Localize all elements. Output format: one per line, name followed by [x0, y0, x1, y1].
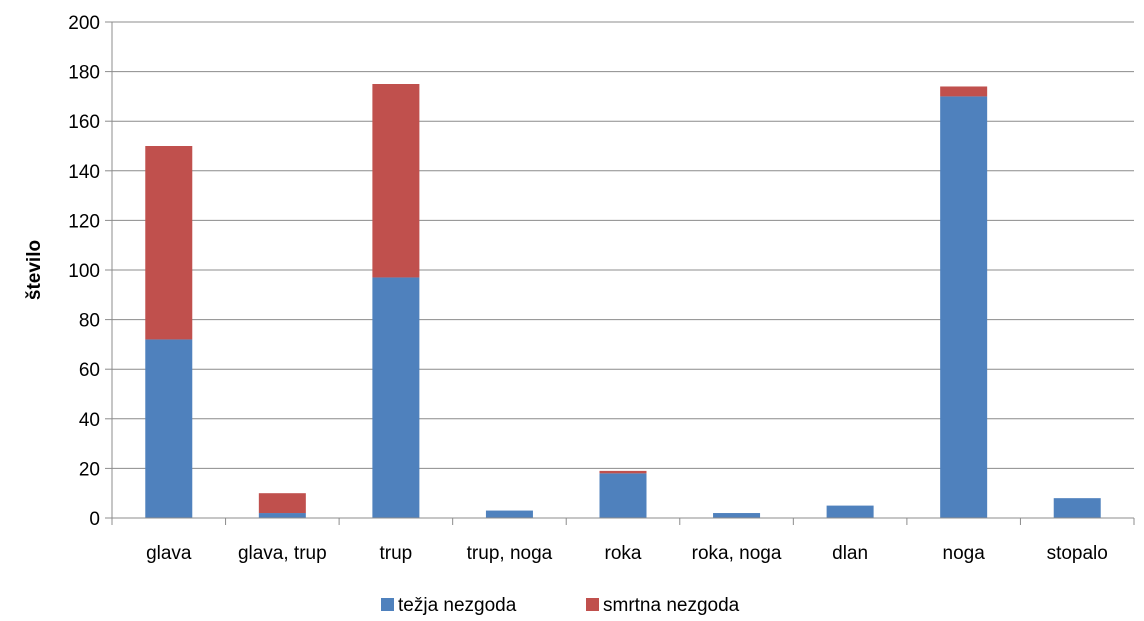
x-tick-label: noga	[943, 543, 986, 564]
x-tick-labels: glava glava, trup trup trup, noga roka roka, …	[146, 543, 1108, 564]
bar-smrtna-1	[258, 493, 306, 514]
bar-tezja-7	[940, 96, 988, 519]
y-tick-label: 80	[79, 311, 100, 332]
y-axis-title: število	[24, 240, 45, 300]
bar-tezja-3	[485, 510, 533, 518]
y-tick-label: 200	[68, 13, 100, 34]
bar-tezja-8	[1053, 498, 1101, 518]
y-tick-label: 20	[79, 459, 100, 480]
bar-tezja-4	[599, 473, 647, 518]
x-tick-label: stopalo	[1047, 543, 1108, 564]
grid-lines	[112, 21, 1134, 469]
y-tick-label: 40	[79, 410, 100, 431]
bar-tezja-1	[258, 513, 306, 518]
x-tick-label: dlan	[832, 543, 868, 564]
bar-smrtna-4	[599, 470, 647, 474]
x-tick-label: roka, noga	[692, 543, 782, 564]
bar-tezja-0	[145, 339, 193, 518]
axes	[105, 21, 1135, 525]
legend-swatch	[586, 598, 599, 611]
bar-smrtna-0	[145, 146, 193, 340]
y-tick-labels: 0 20 40 60 80 100 120 140 160 180 200	[68, 13, 100, 530]
bar-tezja-2	[372, 277, 420, 518]
x-tick-label: glava	[146, 543, 192, 564]
x-tick-label: roka	[605, 543, 642, 564]
bar-tezja-6	[826, 505, 874, 518]
y-tick-label: 100	[68, 261, 100, 282]
bar-tezja-5	[713, 513, 761, 518]
legend: težja nezgoda smrtna nezgoda	[381, 595, 740, 616]
legend-label: težja nezgoda	[398, 595, 517, 616]
legend-swatch	[381, 598, 394, 611]
y-tick-label: 60	[79, 360, 100, 381]
bar-smrtna-2	[372, 84, 420, 278]
bars	[145, 84, 1101, 519]
y-tick-label: 120	[68, 211, 100, 232]
x-tick-label: trup	[380, 543, 413, 564]
x-tick-label: glava, trup	[238, 543, 327, 564]
y-tick-label: 180	[68, 63, 100, 84]
x-tick-label: trup, noga	[467, 543, 553, 564]
bar-smrtna-7	[940, 86, 988, 97]
y-tick-label: 140	[68, 162, 100, 183]
y-tick-label: 0	[89, 509, 100, 530]
legend-label: smrtna nezgoda	[603, 595, 740, 616]
y-tick-label: 160	[68, 112, 100, 133]
